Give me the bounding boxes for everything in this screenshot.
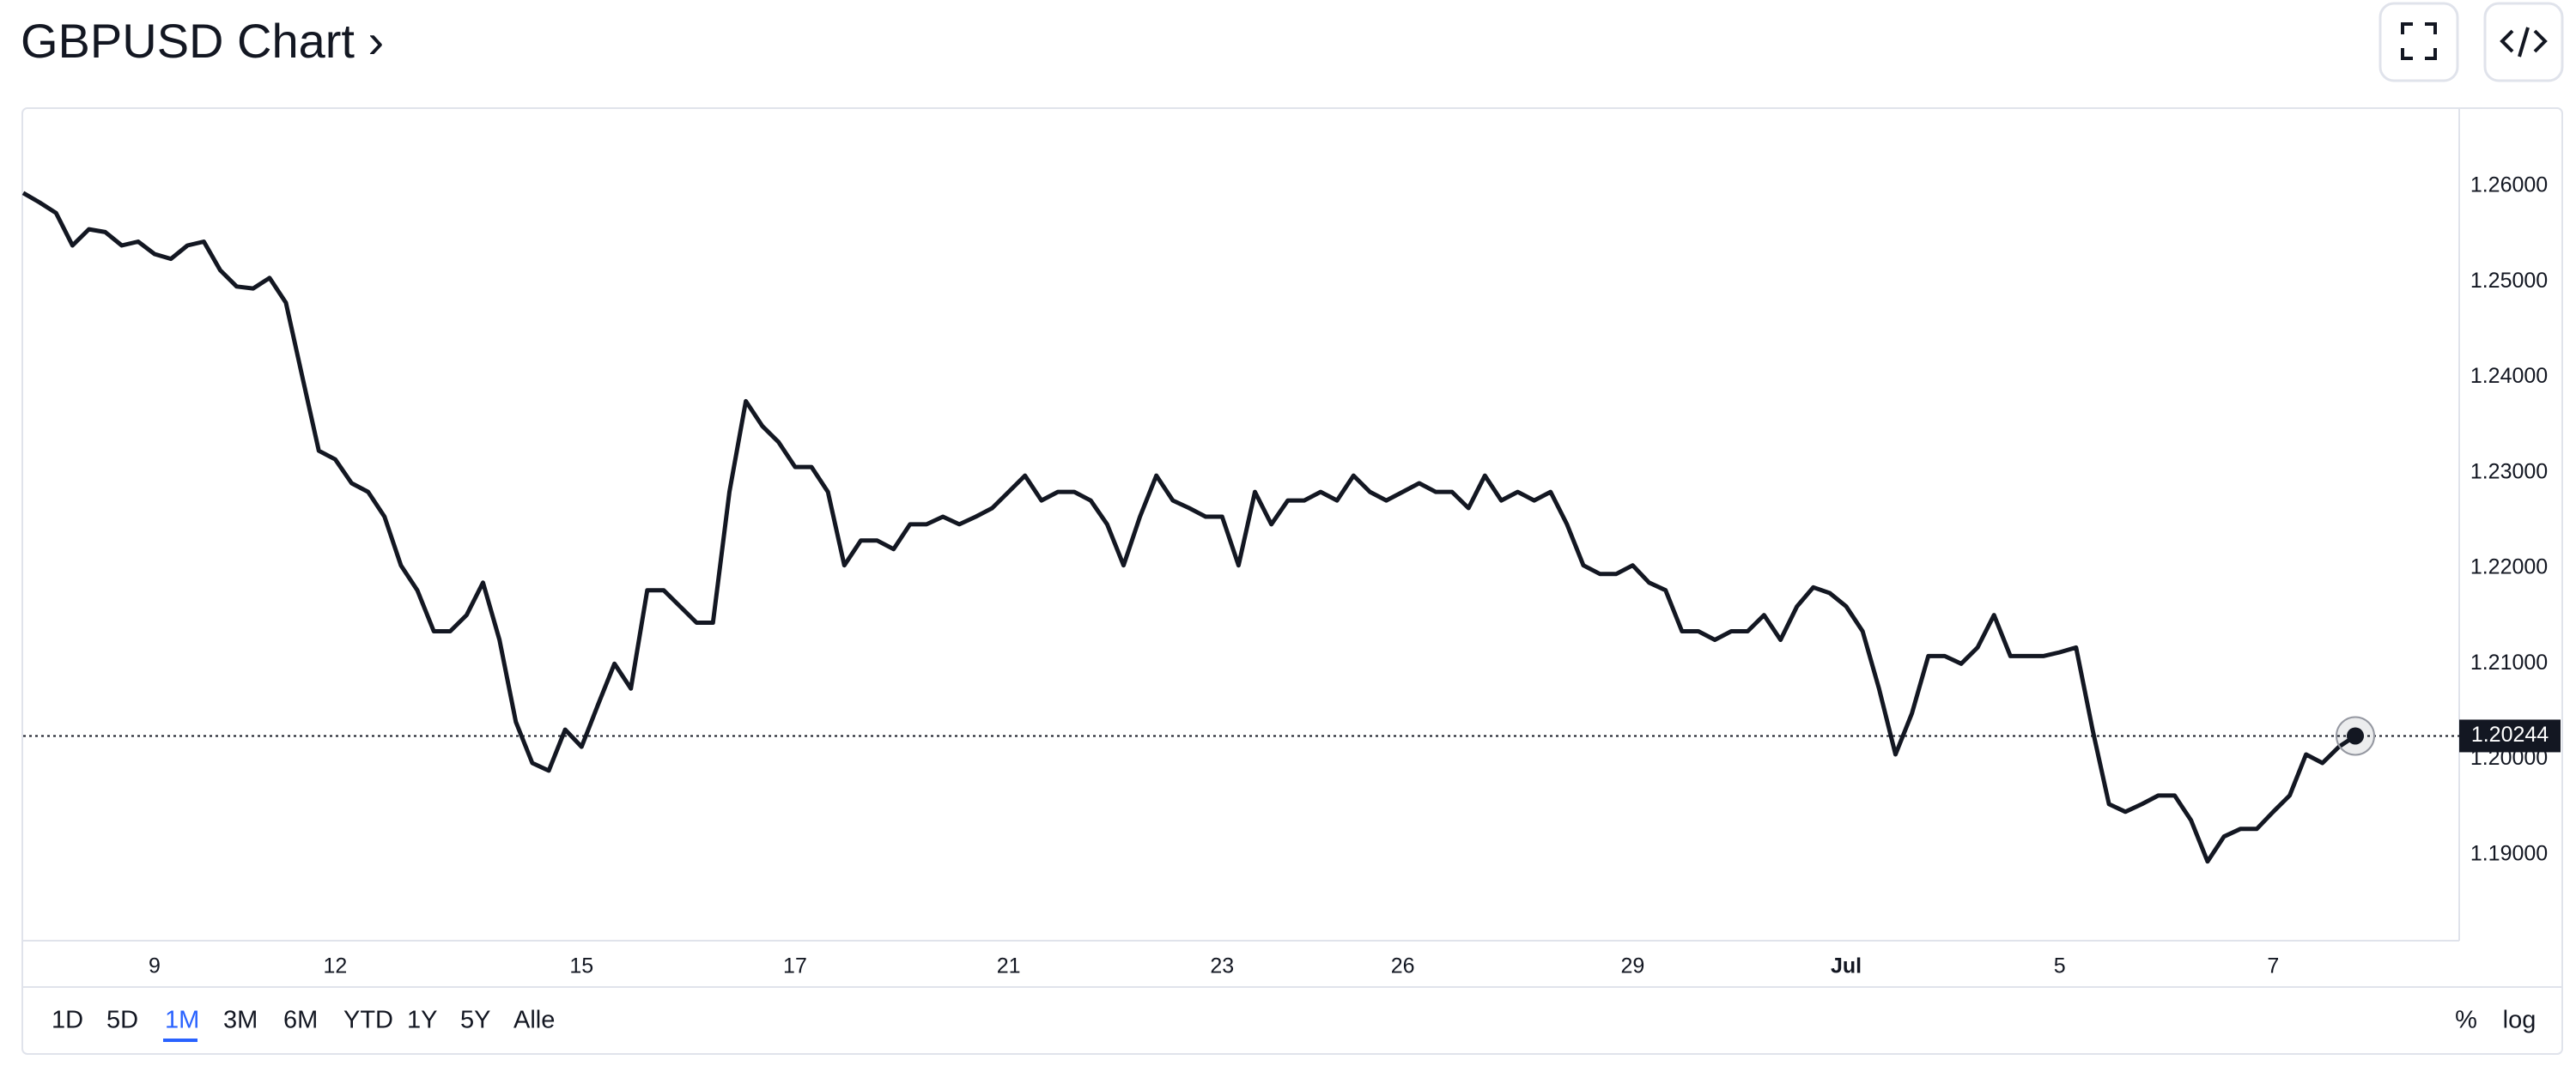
x-tick-label: Jul xyxy=(1831,954,1862,978)
range-option[interactable]: Alle xyxy=(513,1007,555,1034)
x-tick-label: 17 xyxy=(783,954,807,978)
y-tick-label: 1.26000 xyxy=(2470,173,2548,197)
x-tick-label: 21 xyxy=(997,954,1021,978)
range-option[interactable]: 1M xyxy=(165,1007,199,1034)
price-line xyxy=(21,191,2357,864)
x-tick-label: 15 xyxy=(569,954,593,978)
current-price-badge xyxy=(2459,719,2561,753)
y-tick-label: 1.25000 xyxy=(2470,269,2548,293)
x-tick-label: 5 xyxy=(2054,954,2066,978)
y-tick-label: 1.24000 xyxy=(2470,364,2548,388)
log-toggle[interactable]: log xyxy=(2503,1007,2537,1034)
range-option[interactable]: 3M xyxy=(223,1007,258,1034)
y-tick-label: 1.19000 xyxy=(2470,841,2548,865)
x-tick-label: 26 xyxy=(1391,954,1415,978)
x-tick-label: 29 xyxy=(1621,954,1645,978)
range-option[interactable]: 6M xyxy=(283,1007,318,1034)
current-price-label: 1.20244 xyxy=(2471,723,2549,747)
y-tick-label: 1.23000 xyxy=(2470,459,2548,483)
y-tick-label: 1.21000 xyxy=(2470,651,2548,675)
range-option[interactable]: 1Y xyxy=(407,1007,437,1034)
range-option[interactable]: 5Y xyxy=(460,1007,490,1034)
range-option[interactable]: 5D xyxy=(106,1007,138,1034)
range-option[interactable]: 1D xyxy=(52,1007,83,1034)
range-selected-underline xyxy=(163,1039,197,1042)
chart-title[interactable]: GBPUSD Chart › xyxy=(21,14,384,68)
x-tick-label: 12 xyxy=(324,954,348,978)
x-tick-label: 23 xyxy=(1210,954,1234,978)
last-point xyxy=(2347,727,2364,745)
x-tick-label: 7 xyxy=(2267,954,2279,978)
embed-button[interactable] xyxy=(2483,2,2564,82)
percent-toggle[interactable]: % xyxy=(2455,1007,2477,1034)
chart-frame xyxy=(21,107,2563,1055)
fullscreen-button[interactable] xyxy=(2379,2,2459,82)
x-tick-label: 9 xyxy=(149,954,161,978)
y-tick-label: 1.22000 xyxy=(2470,555,2548,579)
range-option[interactable]: YTD xyxy=(343,1007,393,1034)
